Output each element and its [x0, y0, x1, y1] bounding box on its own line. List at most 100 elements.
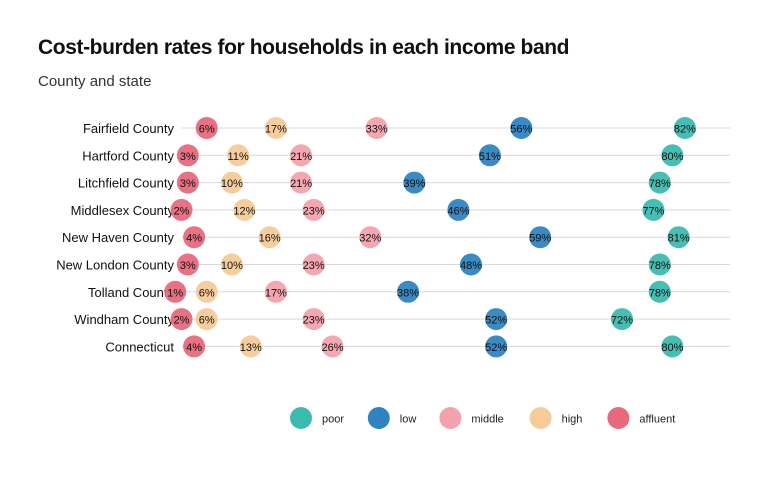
dot-marker [176, 171, 199, 194]
dot-marker [195, 280, 218, 303]
data-point-affluent: 3% [176, 253, 199, 276]
data-label: 16% [259, 233, 281, 245]
data-point-poor: 81% [667, 226, 690, 249]
legend-item-affluent: affluent [607, 407, 675, 429]
category-label: Tolland County [88, 285, 174, 300]
dot-marker [302, 198, 325, 221]
chart-subtitle: County and state [38, 73, 152, 90]
dot-marker [478, 144, 501, 167]
data-label: 82% [674, 124, 696, 136]
data-point-low: 56% [510, 117, 533, 139]
data-point-low: 52% [485, 308, 508, 331]
data-points: 82% 80% 78% 77% 81% 78% 78% 72% 80% 56% 51% 39% 46% 5… [164, 117, 696, 358]
data-point-low: 38% [397, 280, 419, 303]
data-point-poor: 77% [642, 198, 665, 221]
data-label: 32% [359, 233, 381, 245]
legend-label: low [400, 414, 417, 426]
dot-marker [359, 226, 382, 249]
data-point-poor: 80% [661, 335, 684, 358]
dot-marker [258, 226, 281, 249]
data-point-middle: 32% [359, 226, 382, 249]
dot-marker [648, 280, 671, 303]
data-label: 78% [649, 178, 671, 190]
legend-swatch [439, 407, 462, 429]
data-point-middle: 23% [302, 308, 325, 331]
data-point-affluent: 4% [183, 226, 206, 249]
legend-swatch [367, 407, 390, 429]
data-label: 38% [397, 287, 419, 299]
data-label: 23% [303, 260, 325, 272]
data-point-low: 51% [478, 144, 501, 167]
data-point-poor: 82% [674, 117, 696, 139]
dot-marker [673, 117, 696, 139]
dot-marker [264, 117, 287, 139]
data-point-high: 11% [227, 144, 250, 167]
category-label: Windham County [74, 312, 174, 327]
category-labels: Fairfield County Hartford County Litchfiel… [56, 121, 174, 354]
data-point-low: 39% [403, 171, 426, 194]
dot-marker [611, 308, 634, 331]
dot-marker [661, 335, 684, 358]
data-label: 4% [186, 342, 202, 354]
dot-marker [302, 253, 325, 276]
data-point-low: 52% [485, 335, 507, 358]
data-label: 26% [322, 342, 344, 354]
category-label: Middlesex County [71, 203, 175, 218]
legend-label: high [562, 414, 583, 426]
legend-label: poor [322, 414, 344, 426]
dot-marker [264, 280, 287, 303]
data-point-high: 10% [221, 171, 243, 194]
category-label: New London County [56, 258, 174, 273]
dot-marker [642, 198, 665, 221]
data-label: 3% [180, 178, 196, 190]
dot-marker [667, 226, 690, 249]
data-label: 23% [303, 205, 325, 217]
data-label: 21% [290, 151, 312, 163]
category-label: Fairfield County [83, 121, 175, 136]
dot-marker [170, 308, 193, 331]
dot-marker [195, 117, 218, 139]
dot-marker [459, 253, 482, 276]
legend-swatch [529, 407, 552, 429]
category-label: New Haven County [62, 230, 174, 245]
data-label: 59% [529, 233, 551, 245]
dot-marker [510, 117, 533, 139]
legend-item-low: low [367, 407, 417, 429]
legend: poor low middle high affluent [290, 407, 675, 429]
dot-marker [176, 144, 199, 167]
dot-marker [302, 308, 325, 331]
dot-marker [529, 226, 552, 249]
legend-label: affluent [639, 414, 675, 426]
data-point-middle: 26% [322, 335, 344, 358]
data-point-middle: 21% [290, 144, 312, 167]
data-point-high: 12% [233, 198, 256, 221]
data-label: 80% [661, 342, 683, 354]
dot-marker [227, 144, 250, 167]
data-label: 81% [668, 233, 690, 245]
dot-marker [233, 198, 256, 221]
data-point-middle: 23% [302, 253, 325, 276]
data-point-affluent: 4% [183, 335, 206, 358]
data-label: 23% [303, 315, 325, 327]
dot-marker [403, 171, 426, 194]
dot-marker [220, 253, 243, 276]
data-point-high: 10% [220, 253, 243, 276]
data-label: 10% [221, 260, 243, 272]
data-label: 2% [174, 315, 190, 327]
data-point-high: 17% [265, 117, 287, 139]
dot-marker [485, 308, 508, 331]
data-point-affluent: 2% [170, 198, 193, 221]
data-label: 48% [460, 260, 482, 272]
dot-marker [176, 253, 199, 276]
data-point-low: 46% [447, 198, 470, 221]
data-point-high: 6% [195, 280, 218, 303]
dot-marker [661, 144, 684, 167]
dot-marker [195, 308, 218, 331]
data-point-affluent: 3% [176, 171, 199, 194]
chart-title: Cost-burden rates for households in each… [38, 36, 570, 59]
data-point-poor: 80% [661, 144, 684, 167]
data-point-poor: 72% [611, 308, 634, 331]
dot-marker [447, 198, 470, 221]
dot-marker [648, 253, 671, 276]
dot-marker [170, 198, 193, 221]
